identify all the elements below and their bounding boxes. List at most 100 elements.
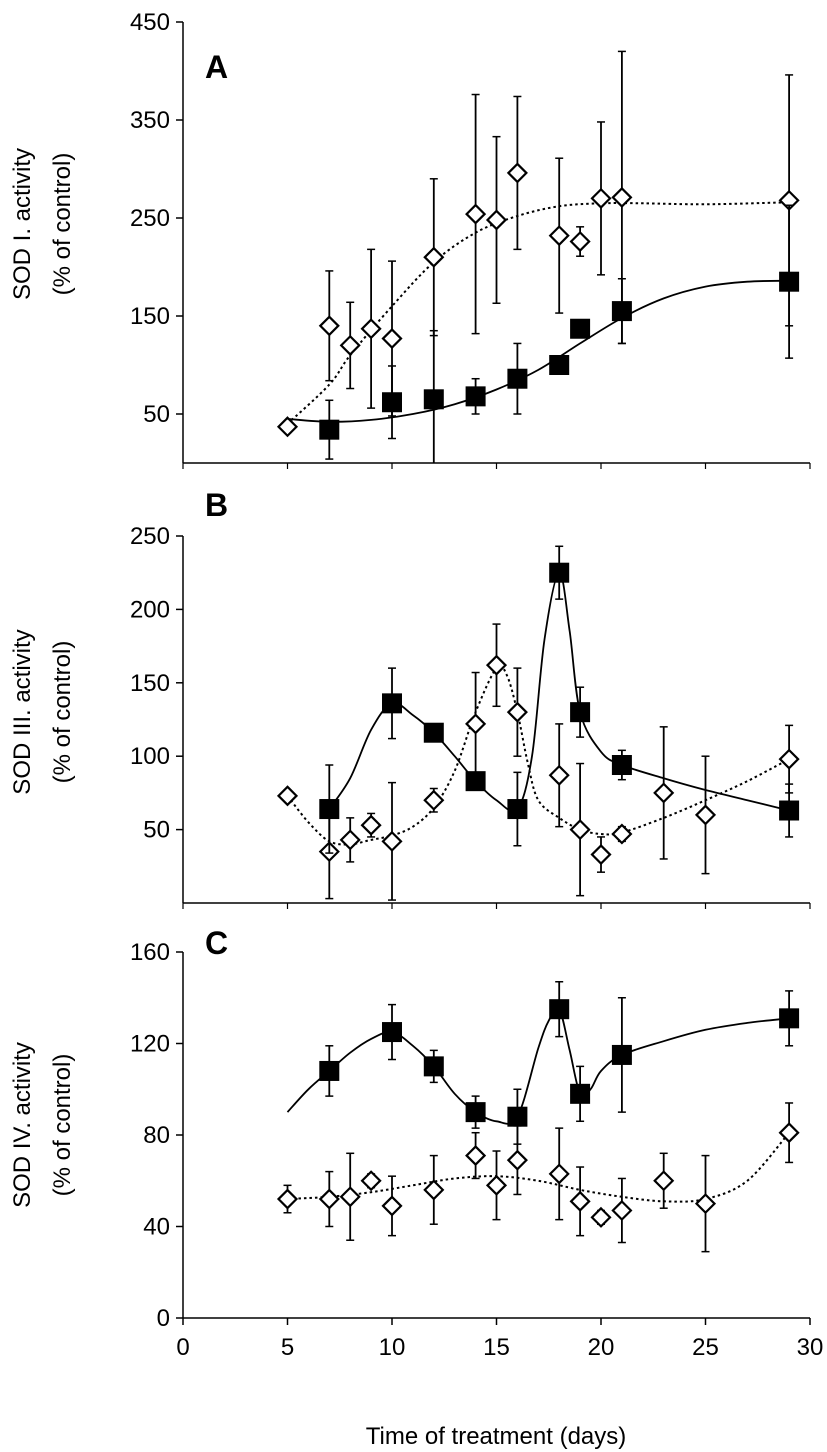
panel-c-open-diamond-point — [611, 1199, 633, 1222]
panel-c-open-diamond-point — [548, 1163, 570, 1185]
panel-a-y-tick-label: 350 — [130, 107, 170, 134]
panel-b-open-diamond-point — [590, 844, 612, 866]
x-tick-label: 5 — [281, 1334, 294, 1361]
x-axis-title: Time of treatment (days) — [366, 1423, 627, 1450]
panel-a-y-tick-label: 450 — [130, 9, 170, 36]
panel-c-open-diamond-point — [506, 1149, 528, 1171]
panel-a-open-diamond-point — [423, 246, 445, 268]
panel-a-open-diamond-point — [318, 315, 340, 337]
panel-c-open-diamond-point — [360, 1170, 382, 1192]
panel-a-letter: A — [205, 49, 228, 85]
panel-c-ylabel-line2: (% of control) — [49, 1054, 76, 1197]
panel-b-filled-square-point — [319, 799, 340, 820]
panel-c-open-diamond-point — [653, 1170, 675, 1192]
panel-a-filled-square-point — [423, 389, 444, 410]
panel-a-open-diamond-point — [569, 230, 591, 253]
panel-b-y-tick-label: 200 — [130, 596, 170, 623]
panel-a-filled-square-curve — [287, 279, 790, 423]
panel-c-open-diamond-point — [339, 1186, 361, 1208]
panel-b-open-diamond-point — [360, 814, 382, 836]
panel-c-ylabel-line1: SOD IV. activity — [9, 1042, 36, 1208]
panel-b-filled-square-point — [611, 755, 632, 776]
panel-b-open-diamond-point — [465, 713, 487, 735]
panel-b-y-tick-label: 250 — [130, 523, 170, 550]
panel-a-open-diamond-curve — [286, 201, 790, 425]
panel-c-open-diamond-point — [276, 1188, 299, 1210]
panel-c-open-diamond-point — [465, 1145, 487, 1167]
panel-a-filled-square-point — [549, 355, 570, 375]
panel-a-open-diamond-point — [485, 209, 508, 231]
panel-b-open-diamond-point — [611, 823, 633, 845]
panel-c-filled-square-point — [779, 1008, 800, 1029]
panel-b-open-diamond-point — [276, 785, 299, 807]
panel-a-open-diamond-point — [548, 225, 570, 247]
panel-a-filled-square-point — [570, 318, 591, 339]
panel-c-open-diamond-point — [694, 1193, 717, 1215]
panel-a-ylabel-line2: (% of control) — [49, 153, 76, 296]
panel-b-open-diamond-point — [485, 654, 508, 676]
panel-b-open-diamond-point — [423, 789, 445, 811]
panel-b-filled-square-point — [549, 562, 570, 583]
panel-b-open-diamond-point — [653, 782, 675, 804]
x-axis: 0 5 10 15 20 25 30 — [176, 463, 823, 1361]
panel-c-y-tick-label: 0 — [157, 1305, 170, 1332]
x-tick-label: 20 — [588, 1334, 615, 1361]
x-tick-label: 25 — [692, 1334, 719, 1361]
panel-b-series — [276, 545, 800, 901]
panel-c-open-diamond-point — [485, 1174, 508, 1196]
panel-a-y-tick-label: 50 — [143, 401, 170, 428]
panel-b-open-diamond-point — [506, 701, 528, 723]
panel-b-open-diamond-point — [569, 819, 591, 841]
panel-c-y-tick-label: 160 — [130, 939, 170, 966]
panel-a-sod-i: A SOD I. activity (% of control) — [9, 49, 800, 463]
panel-b-open-diamond-point — [381, 830, 403, 852]
panel-c-filled-square-point — [611, 1044, 632, 1065]
panel-b-filled-square-point — [570, 702, 591, 723]
panel-b-open-diamond-point — [548, 764, 570, 786]
panel-c-open-diamond-point — [423, 1179, 445, 1201]
panel-a-open-diamond-point — [590, 187, 612, 209]
panel-c-filled-square-point — [423, 1056, 444, 1077]
x-tick-label: 15 — [483, 1334, 510, 1361]
panel-a-y-tick-label: 250 — [130, 205, 170, 232]
panel-c-letter: C — [205, 925, 228, 961]
panel-c-filled-square-point — [549, 999, 570, 1020]
panel-b-y-tick-label: 100 — [130, 743, 170, 770]
panel-a-open-diamond-point — [276, 416, 299, 438]
panel-c-y-tick-label: 120 — [130, 1031, 170, 1058]
panel-b-filled-square-point — [507, 799, 528, 820]
panel-b-open-diamond-point — [339, 829, 361, 851]
panel-c-series — [276, 980, 800, 1253]
axes: 50 150 250 350 450 50 100 150 200 250 0 40 80 120 160 — [130, 9, 810, 1332]
panel-c-filled-square-curve — [286, 1007, 790, 1125]
panel-c-filled-square-point — [382, 1022, 402, 1043]
panel-b-filled-square-point — [779, 800, 800, 821]
panel-b-ylabel-line1: SOD III. activity — [9, 629, 36, 794]
panel-c-filled-square-point — [319, 1060, 340, 1081]
panel-c-open-diamond-point — [590, 1206, 612, 1228]
x-tick-label: 10 — [379, 1334, 406, 1361]
panel-a-filled-square-point — [465, 386, 486, 407]
panel-c-open-diamond-point — [381, 1195, 403, 1217]
panel-c-sod-iv: C SOD IV. activity (% of control) — [9, 925, 800, 1253]
panel-b-open-diamond-curve — [286, 664, 790, 846]
panel-a-y-tick-label: 150 — [130, 303, 170, 330]
panel-c-filled-square-point — [507, 1106, 528, 1127]
panel-a-open-diamond-point — [360, 318, 382, 340]
panel-a-filled-square-point — [507, 368, 528, 389]
panel-b-letter: B — [205, 487, 228, 523]
panel-a-open-diamond-point — [381, 327, 403, 350]
panel-b-filled-square-point — [382, 693, 402, 714]
panel-a-series — [276, 50, 800, 463]
panel-c-open-diamond-point — [569, 1190, 591, 1212]
panel-a-open-diamond-point — [506, 162, 528, 184]
panel-b-ylabel-line2: (% of control) — [49, 641, 76, 784]
panel-b-filled-square-point — [423, 722, 444, 743]
panel-c-y-tick-label: 40 — [143, 1214, 170, 1241]
panel-a-filled-square-point — [319, 419, 340, 440]
panel-a-open-diamond-point — [465, 203, 487, 225]
panel-b-filled-square-point — [465, 771, 486, 792]
panel-a-open-diamond-point — [339, 334, 361, 356]
panel-c-open-diamond-curve — [287, 1132, 790, 1203]
panel-c-open-diamond-point — [778, 1122, 800, 1144]
